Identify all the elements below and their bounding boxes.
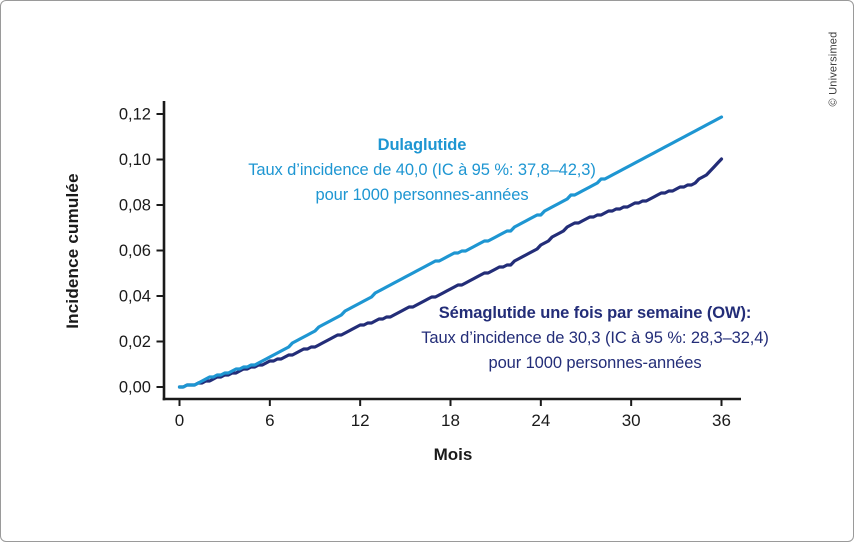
- x-tick-label: 6: [265, 411, 274, 430]
- annotation-dulaglutide-line1: Taux d’incidence de 40,0 (IC à 95 %: 37,…: [248, 161, 596, 179]
- annotation-semaglutide: Sémaglutide une fois par semaine (OW): T…: [421, 301, 769, 376]
- x-tick-label: 0: [175, 411, 184, 430]
- x-tick-label: 12: [351, 411, 370, 430]
- y-tick-label: 0,00: [119, 379, 151, 397]
- x-tick-label: 18: [441, 411, 460, 430]
- curve-sémaglutide: [177, 157, 724, 389]
- y-tick-label: 0,06: [119, 242, 151, 260]
- x-tick-label: 30: [622, 411, 641, 430]
- x-tick-label: 36: [712, 411, 731, 430]
- y-axis-title: Incidence cumulée: [63, 173, 82, 329]
- x-axis-title: Mois: [433, 445, 473, 464]
- y-tick-label: 0,04: [119, 288, 151, 306]
- y-tick-label: 0,02: [119, 333, 151, 351]
- y-tick-label: 0,10: [119, 151, 151, 169]
- x-tick-label: 24: [531, 411, 550, 430]
- annotation-semaglutide-line1: Taux d’incidence de 30,3 (IC à 95 %: 28,…: [421, 329, 769, 347]
- y-tick-label: 0,08: [119, 197, 151, 215]
- copyright-watermark: © Universimed: [827, 31, 840, 107]
- survival-curves: [177, 115, 724, 389]
- x-axis-ticks: 0 6 12 18 24 30 36: [175, 399, 731, 430]
- annotation-dulaglutide-line2: pour 1000 personnes-années: [315, 186, 529, 204]
- y-axis-ticks: 0,00 0,02 0,04 0,06 0,08 0,10 0,12: [119, 106, 164, 397]
- annotation-dulaglutide: Dulaglutide Taux d’incidence de 40,0 (IC…: [248, 133, 596, 208]
- curve-dulaglutide: [177, 115, 724, 389]
- annotation-semaglutide-line2: pour 1000 personnes-années: [488, 354, 702, 372]
- y-tick-label: 0,12: [119, 106, 151, 124]
- annotation-semaglutide-title: Sémaglutide une fois par semaine (OW):: [438, 304, 752, 322]
- annotation-dulaglutide-title: Dulaglutide: [377, 136, 467, 154]
